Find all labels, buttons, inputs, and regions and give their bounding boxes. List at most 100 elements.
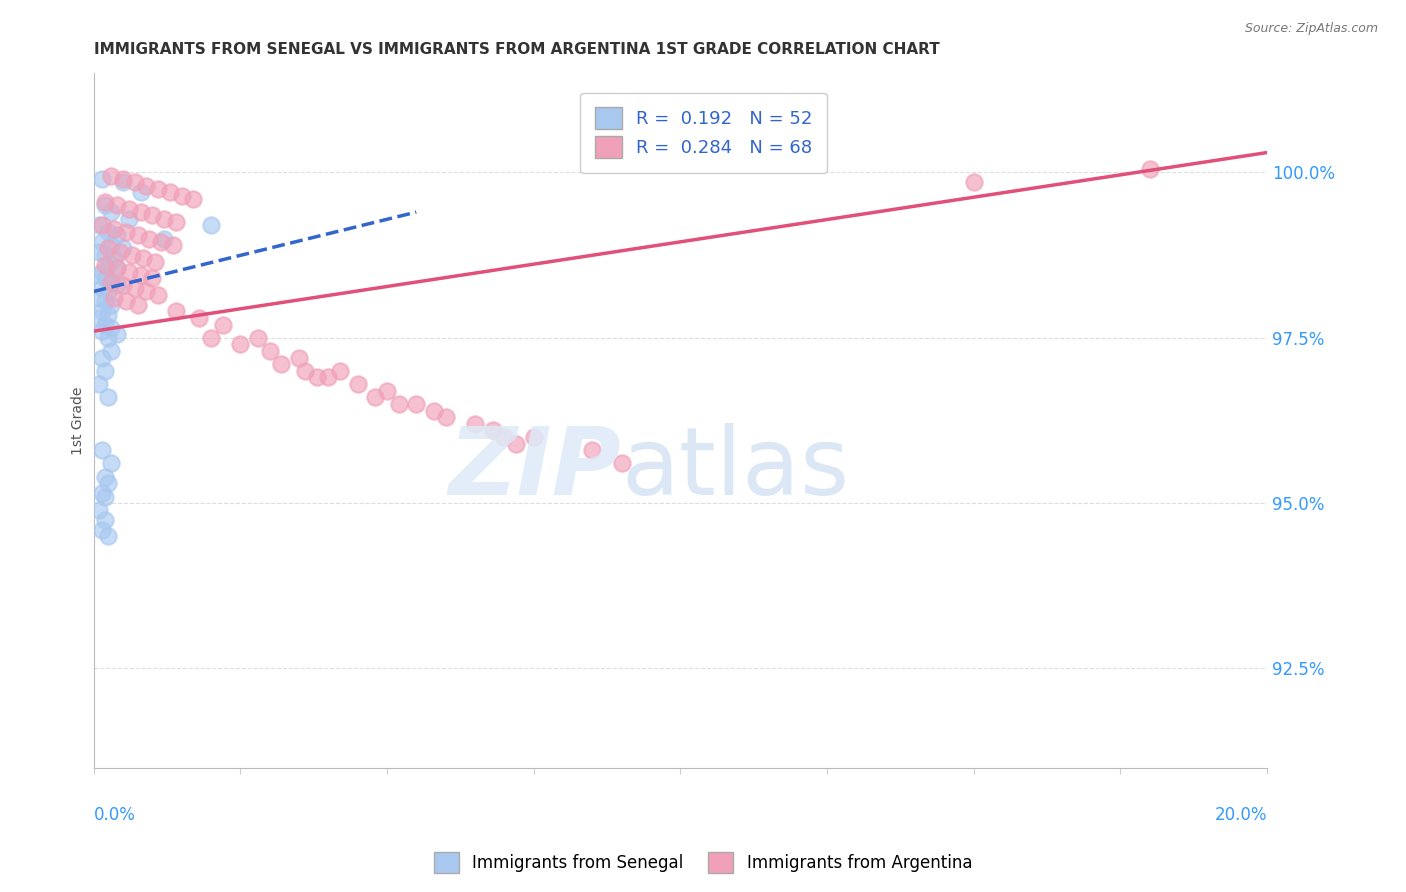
Point [91, 324, 114, 338]
Point [91, 219, 114, 233]
Point [100, 298, 122, 312]
Point [188, 310, 211, 325]
Point [100, 275, 122, 289]
Point [129, 186, 152, 200]
Point [129, 268, 152, 282]
Point [124, 175, 146, 189]
Point [89, 268, 111, 282]
Point [97, 390, 120, 404]
Point [150, 235, 173, 249]
Point [97, 308, 120, 322]
Point [91, 486, 114, 500]
Point [97, 242, 120, 256]
Point [165, 215, 187, 229]
Point [329, 364, 352, 378]
Point [127, 298, 149, 312]
Point [105, 198, 128, 212]
Point [494, 430, 516, 444]
Point [91, 281, 114, 295]
Point [94, 513, 117, 527]
Point [229, 337, 252, 351]
Point [146, 287, 169, 301]
Point [181, 192, 204, 206]
Point [89, 310, 111, 325]
Point [505, 436, 527, 450]
Point [170, 188, 193, 202]
Point [132, 252, 155, 266]
Point [105, 228, 128, 243]
Point [246, 331, 269, 345]
Point [97, 331, 120, 345]
Point [153, 231, 176, 245]
Point [141, 271, 163, 285]
Point [364, 390, 387, 404]
Point [94, 198, 117, 212]
Point [162, 238, 184, 252]
Text: 20.0%: 20.0% [1215, 805, 1267, 824]
Point [259, 344, 281, 359]
Point [91, 304, 114, 318]
Text: IMMIGRANTS FROM SENEGAL VS IMMIGRANTS FROM ARGENTINA 1ST GRADE CORRELATION CHART: IMMIGRANTS FROM SENEGAL VS IMMIGRANTS FR… [94, 42, 939, 57]
Point [200, 331, 222, 345]
Point [138, 231, 160, 245]
Point [111, 277, 134, 292]
Point [105, 261, 128, 276]
Point [94, 490, 117, 504]
Point [305, 370, 328, 384]
Point [346, 377, 368, 392]
Text: ZIP: ZIP [449, 423, 621, 515]
Point [94, 318, 117, 332]
Text: atlas: atlas [621, 423, 849, 515]
Point [91, 523, 114, 537]
Point [94, 195, 117, 210]
Point [97, 285, 120, 299]
Point [103, 252, 125, 266]
Point [115, 225, 138, 239]
Point [100, 275, 122, 289]
Point [94, 469, 117, 483]
Point [464, 417, 486, 431]
Point [270, 357, 292, 371]
Point [962, 175, 984, 189]
Point [127, 228, 149, 243]
Point [103, 291, 125, 305]
Point [135, 285, 157, 299]
Point [388, 397, 411, 411]
Point [405, 397, 427, 411]
Point [481, 423, 503, 437]
Point [105, 277, 128, 292]
Point [200, 219, 222, 233]
Point [94, 271, 117, 285]
Point [91, 265, 114, 279]
Point [91, 172, 114, 186]
Point [159, 186, 181, 200]
Point [135, 178, 157, 193]
Point [143, 254, 166, 268]
Point [89, 219, 111, 233]
Point [294, 364, 316, 378]
Point [89, 244, 111, 259]
Point [375, 384, 398, 398]
Legend: Immigrants from Senegal, Immigrants from Argentina: Immigrants from Senegal, Immigrants from… [427, 846, 979, 880]
Point [100, 169, 122, 183]
Point [165, 304, 187, 318]
Point [211, 318, 233, 332]
Point [129, 205, 152, 219]
Point [100, 321, 122, 335]
Point [97, 476, 120, 491]
Point [89, 502, 111, 516]
Point [1139, 162, 1161, 177]
Point [89, 291, 111, 305]
Point [581, 443, 603, 458]
Point [94, 294, 117, 309]
Point [610, 457, 633, 471]
Point [97, 225, 120, 239]
Point [91, 443, 114, 458]
Point [288, 351, 311, 365]
Point [100, 344, 122, 359]
Point [423, 403, 446, 417]
Point [118, 265, 141, 279]
Point [118, 202, 141, 216]
Y-axis label: 1st Grade: 1st Grade [72, 386, 86, 455]
Point [94, 248, 117, 262]
